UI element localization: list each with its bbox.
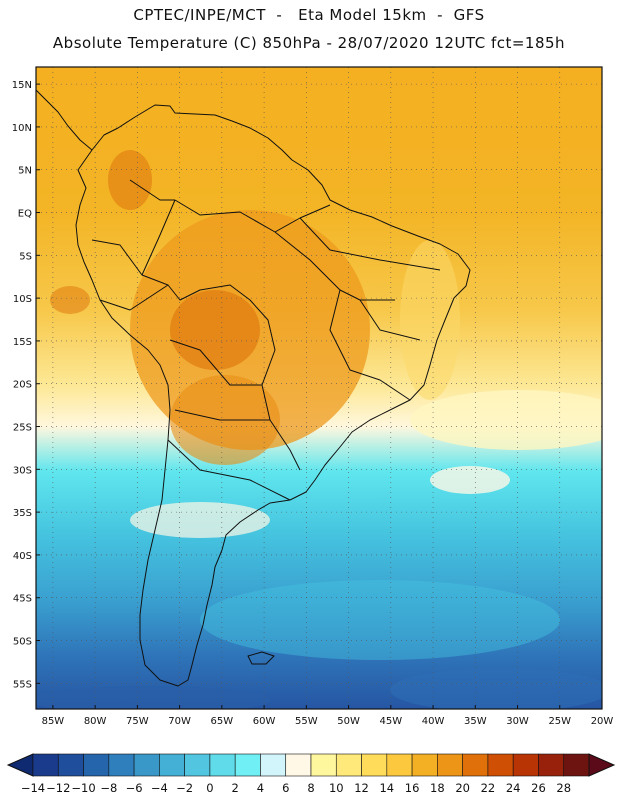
colorbar-under-triangle [6, 753, 34, 777]
lat-tick-label: 25S [13, 423, 32, 434]
colorbar-label: 16 [405, 781, 420, 795]
lat-tick-label: 5S [19, 251, 32, 262]
temperature-patches [36, 150, 602, 709]
lon-tick-label: 80W [84, 716, 107, 727]
colorbar-swatch [512, 753, 539, 777]
colorbar-swatch [285, 753, 312, 777]
lon-tick-label: 65W [211, 716, 234, 727]
lat-tick-label: 5N [18, 166, 32, 177]
colorbar-label: −2 [176, 781, 193, 795]
colorbar-swatch [159, 753, 185, 777]
colorbar-label: −4 [151, 781, 168, 795]
lon-tick-label: 25W [548, 716, 571, 727]
colorbar-label: −6 [126, 781, 143, 795]
colorbar-swatch [57, 753, 84, 777]
lon-tick-label: 30W [506, 716, 529, 727]
colorbar-label: 28 [556, 781, 571, 795]
colorbar-label: 2 [232, 781, 239, 795]
colorbar-label: −14 [21, 781, 45, 795]
colorbar-swatch [538, 753, 565, 777]
colorbar-label: 26 [531, 781, 546, 795]
lon-tick-label: 40W [422, 716, 445, 727]
longitude-labels: 85W 80W 75W 70W 65W 60W 55W 50W 45W 40W 35W 30W 25W 2… [42, 705, 614, 727]
lat-tick-label: 15S [13, 337, 32, 348]
central-america [36, 89, 93, 151]
lat-tick-label: 20S [13, 380, 32, 391]
lon-tick-label: 45W [379, 716, 402, 727]
lat-tick-label: 30S [13, 465, 32, 476]
lat-tick-label: 45S [13, 594, 32, 605]
colorbar-label: 14 [379, 781, 394, 795]
south-america-coastline [75, 104, 471, 687]
lon-tick-label: 55W [295, 716, 318, 727]
map-title-line1: CPTEC/INPE/MCT - Eta Model 15km - GFS [133, 6, 485, 24]
colorbar-label: −8 [100, 781, 117, 795]
brazil-states [274, 217, 441, 401]
colorbar-swatch [563, 753, 590, 777]
lat-tick-label: 35S [13, 508, 32, 519]
colorbar-swatch [361, 753, 388, 777]
lat-tick-label: 10N [12, 123, 32, 134]
lon-tick-label: 50W [337, 716, 360, 727]
colorbar-over-triangle [588, 753, 616, 777]
colorbar-swatch [335, 753, 362, 777]
colorbar-label: 24 [506, 781, 521, 795]
coastline-and-borders [36, 89, 471, 687]
lon-tick-label: 60W [253, 716, 276, 727]
colorbar-swatch [386, 753, 413, 777]
lat-tick-label: 10S [13, 294, 32, 305]
colorbar-swatch [437, 753, 463, 777]
colorbar-swatch [83, 753, 110, 777]
lat-tick-label: 50S [13, 637, 32, 648]
colorbar-swatch [411, 753, 438, 777]
colorbar-label: 8 [307, 781, 314, 795]
latitude-labels: 15N 10N 5N EQ 5S 10S 15S 20S 25S 30S 35S 40S 45S 50S 5… [12, 80, 40, 690]
lat-tick-label: EQ [18, 209, 32, 220]
falkland-islands [247, 651, 275, 665]
lat-tick-label: 40S [13, 551, 32, 562]
colorbar-label: 22 [481, 781, 496, 795]
lon-tick-label: 20W [591, 716, 614, 727]
lat-tick-label: 55S [13, 679, 32, 690]
colorbar-label: 20 [455, 781, 470, 795]
colorbar-label: 0 [206, 781, 213, 795]
colorbar-label: −12 [46, 781, 70, 795]
map-title-line2: Absolute Temperature (C) 850hPa - 28/07/… [52, 34, 566, 52]
colorbar-label: 12 [354, 781, 369, 795]
andes-borders [91, 179, 291, 501]
colorbar-swatch [184, 753, 211, 777]
lon-tick-label: 35W [464, 716, 487, 727]
colorbar-label: 6 [282, 781, 289, 795]
colorbar-swatch [487, 753, 514, 777]
lon-tick-label: 70W [168, 716, 191, 727]
lat-tick-label: 15N [12, 80, 32, 91]
colorbar-label: 18 [430, 781, 445, 795]
colorbar-swatch [133, 753, 160, 777]
colorbar-label: −10 [71, 781, 95, 795]
temperature-colorbar: −14 −12 −10 −8 −6 −4 −2 0 2 4 6 8 10 12 14 16 18 20 22 24 26… [6, 753, 616, 795]
lon-tick-label: 85W [42, 716, 65, 727]
colorbar-swatch [108, 753, 135, 777]
map-gridlines [36, 67, 602, 709]
colorbar-swatch [462, 753, 489, 777]
colorbar-label: 4 [257, 781, 264, 795]
colorbar-label: 10 [329, 781, 344, 795]
lon-tick-label: 75W [126, 716, 149, 727]
colorbar-swatch [234, 753, 261, 777]
colorbar-swatch [260, 753, 287, 777]
colorbar-swatch [32, 753, 59, 777]
colorbar-swatch [209, 753, 236, 777]
temperature-map: 15N 10N 5N EQ 5S 10S 15S 20S 25S 30S 35S 40S 45S 50S 5… [12, 66, 614, 727]
map-frame [35, 66, 603, 710]
colorbar-swatch [310, 753, 337, 777]
brazil-border [141, 199, 331, 471]
